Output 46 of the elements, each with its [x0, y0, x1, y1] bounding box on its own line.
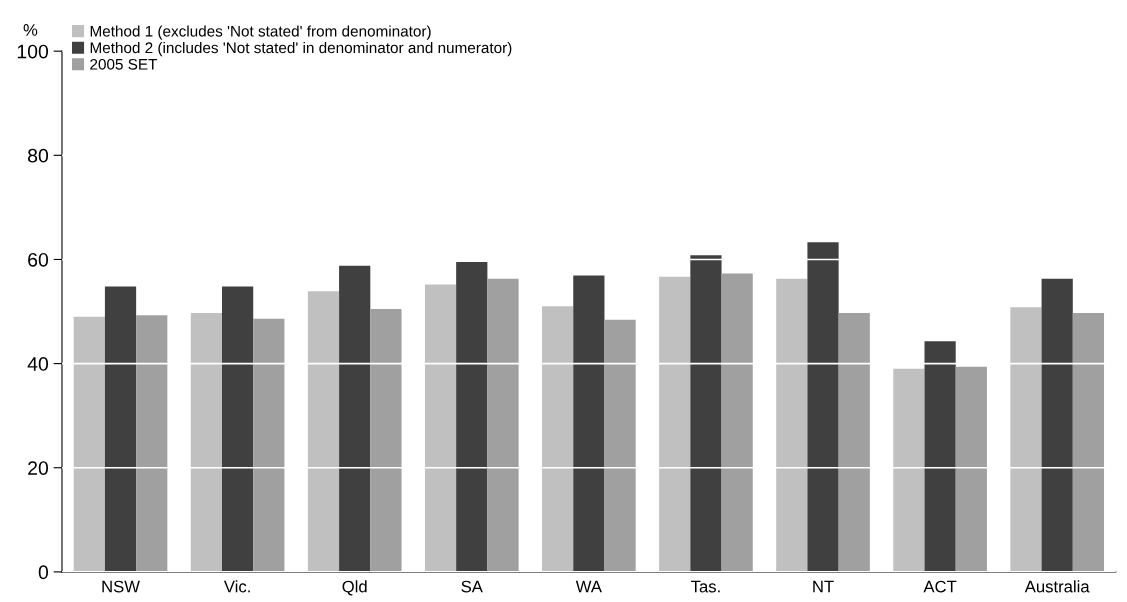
bar — [955, 366, 987, 572]
x-tick-label: WA — [575, 580, 602, 593]
x-tick-label: Vic. — [223, 580, 250, 593]
bar — [73, 316, 105, 572]
x-tick-label: NT — [813, 580, 834, 593]
bar — [1010, 307, 1042, 572]
bar — [424, 284, 457, 572]
bar — [807, 242, 839, 572]
bar — [253, 318, 285, 572]
bar — [487, 278, 519, 572]
y-tick-label: 20 — [28, 461, 49, 475]
x-tick-label: Australia — [1024, 580, 1090, 593]
bar — [838, 313, 870, 572]
y-tick-label: 80 — [28, 148, 49, 163]
bar — [222, 286, 254, 572]
bar — [1072, 313, 1105, 572]
bar — [659, 276, 691, 572]
bar — [370, 308, 402, 572]
bar — [542, 306, 574, 572]
y-tick-label: 0 — [38, 565, 49, 580]
y-axis-title: % — [23, 24, 38, 36]
legend-label: Method 2 (includes 'Not stated' in denominator and numerator) — [90, 41, 512, 57]
bar — [604, 319, 636, 572]
bar — [339, 265, 371, 572]
bar — [690, 255, 722, 572]
x-tick-label: NSW — [102, 580, 140, 593]
bar — [307, 291, 340, 572]
x-tick-label: ACT — [923, 580, 957, 593]
y-tick-label: 60 — [28, 252, 49, 267]
bar — [573, 275, 605, 572]
bar — [190, 313, 222, 572]
y-tick-label: 40 — [27, 357, 49, 371]
bar — [893, 368, 925, 572]
bar — [776, 278, 808, 572]
bar — [924, 341, 956, 572]
bar — [1041, 278, 1073, 572]
bar — [456, 262, 488, 572]
bar — [136, 315, 168, 572]
x-tick-label: Tas. — [691, 580, 720, 593]
legend-label: Method 1 (excludes 'Not stated' from denominator) — [90, 25, 431, 40]
y-tick-label: 100 — [17, 44, 49, 59]
x-tick-label: SA — [461, 580, 483, 593]
x-tick-label: Qld — [342, 580, 367, 596]
bar — [104, 286, 137, 572]
legend-label: 2005 SET — [90, 58, 158, 70]
bar — [721, 273, 753, 572]
